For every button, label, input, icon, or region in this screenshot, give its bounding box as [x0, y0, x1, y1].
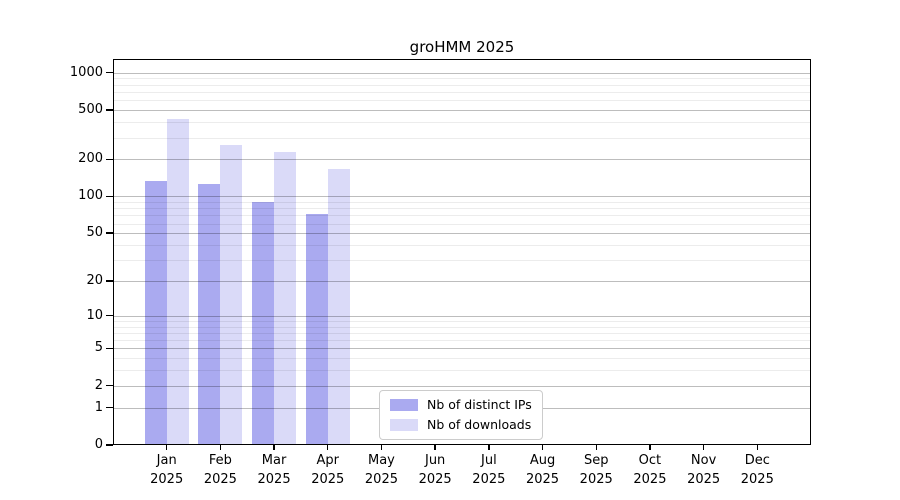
y-axis-label: 1000 — [69, 64, 103, 80]
minor-gridline — [113, 208, 811, 210]
y-axis-tick — [106, 232, 113, 234]
minor-gridline — [113, 223, 811, 225]
major-gridline — [113, 72, 811, 74]
major-gridline — [113, 348, 811, 350]
y-axis-label: 500 — [78, 102, 103, 117]
major-gridline — [113, 385, 811, 387]
legend-swatch-downloads — [390, 419, 418, 431]
minor-gridline — [113, 84, 811, 86]
legend-label-distinct-ips: Nb of distinct IPs — [427, 397, 532, 412]
bar-distinct-ips-mar — [252, 201, 275, 445]
y-axis-tick — [106, 195, 113, 197]
y-axis-label: 1 — [94, 399, 103, 415]
legend: Nb of distinct IPs Nb of downloads — [379, 390, 543, 440]
minor-gridline — [113, 332, 811, 334]
legend-item-distinct-ips: Nb of distinct IPs — [390, 397, 532, 413]
y-axis-label: 20 — [86, 272, 103, 288]
y-axis-label: 5 — [94, 340, 103, 356]
x-axis-label: Feb 2025 — [203, 453, 237, 487]
y-axis-label: 0 — [94, 437, 103, 452]
x-axis-label: Jul 2025 — [472, 453, 506, 487]
y-axis-label: 2 — [94, 377, 103, 393]
major-gridline — [113, 315, 811, 317]
major-gridline — [113, 159, 811, 161]
legend-swatch-distinct-ips — [390, 399, 418, 411]
x-axis-tick — [273, 445, 275, 450]
x-axis-label: Aug 2025 — [525, 453, 560, 487]
x-axis-label: Sep 2025 — [579, 453, 613, 487]
minor-gridline — [113, 320, 811, 322]
minor-gridline — [113, 137, 811, 139]
bar-downloads-mar — [274, 151, 297, 445]
x-axis-label: Mar 2025 — [257, 453, 291, 487]
minor-gridline — [113, 326, 811, 328]
bar-downloads-feb — [220, 144, 243, 445]
y-axis-tick — [106, 347, 113, 350]
minor-gridline — [113, 122, 811, 123]
minor-gridline — [113, 260, 811, 261]
bar-distinct-ips-apr — [305, 213, 328, 445]
major-gridline — [113, 196, 811, 198]
minor-gridline — [113, 244, 811, 246]
legend-label-downloads: Nb of downloads — [427, 417, 532, 432]
x-axis-tick — [756, 445, 758, 450]
y-axis-label: 200 — [78, 151, 103, 167]
x-axis-label: Oct 2025 — [633, 453, 667, 487]
x-axis-tick — [541, 445, 544, 450]
y-axis-tick — [106, 315, 113, 317]
x-axis-tick — [327, 445, 329, 450]
major-gridline — [113, 233, 811, 235]
minor-gridline — [113, 358, 811, 360]
y-axis-tick — [106, 444, 113, 446]
x-axis-tick — [219, 445, 222, 450]
x-axis-label: Jan 2025 — [150, 453, 184, 487]
minor-gridline — [113, 340, 811, 342]
x-axis-tick — [702, 445, 705, 450]
x-axis-tick — [595, 445, 597, 450]
y-axis-tick — [106, 385, 113, 387]
x-axis-label: Apr 2025 — [311, 453, 345, 487]
y-axis-tick — [106, 158, 113, 160]
y-axis-tick — [106, 109, 113, 111]
x-axis-label: Jun 2025 — [418, 453, 452, 487]
y-axis-label: 10 — [86, 307, 103, 323]
major-gridline — [113, 280, 811, 282]
bar-downloads-jan — [166, 118, 189, 445]
minor-gridline — [113, 370, 811, 372]
x-axis-tick — [649, 445, 651, 450]
minor-gridline — [113, 78, 811, 80]
chart-title: groHMM 2025 — [409, 38, 515, 56]
major-gridline — [113, 110, 811, 111]
plot-area — [113, 59, 811, 445]
minor-gridline — [113, 201, 811, 203]
x-axis-label: Nov 2025 — [687, 453, 721, 487]
minor-gridline — [113, 91, 811, 93]
y-axis-label: 100 — [78, 188, 103, 204]
x-axis-tick — [380, 445, 383, 450]
y-axis-label: 50 — [86, 225, 103, 241]
y-axis-tick — [106, 72, 113, 74]
bar-distinct-ips-feb — [198, 183, 221, 445]
minor-gridline — [113, 215, 811, 217]
x-axis-tick — [434, 445, 436, 450]
bar-distinct-ips-jan — [144, 181, 167, 445]
x-axis-tick — [488, 445, 490, 450]
legend-item-downloads: Nb of downloads — [390, 417, 532, 433]
minor-gridline — [113, 100, 811, 102]
x-axis-label: May 2025 — [364, 453, 398, 487]
x-axis-tick — [165, 445, 168, 450]
y-axis-tick — [106, 406, 113, 409]
bar-downloads-apr — [327, 168, 350, 445]
x-axis-label: Dec 2025 — [740, 453, 774, 487]
y-axis-tick — [106, 280, 113, 282]
